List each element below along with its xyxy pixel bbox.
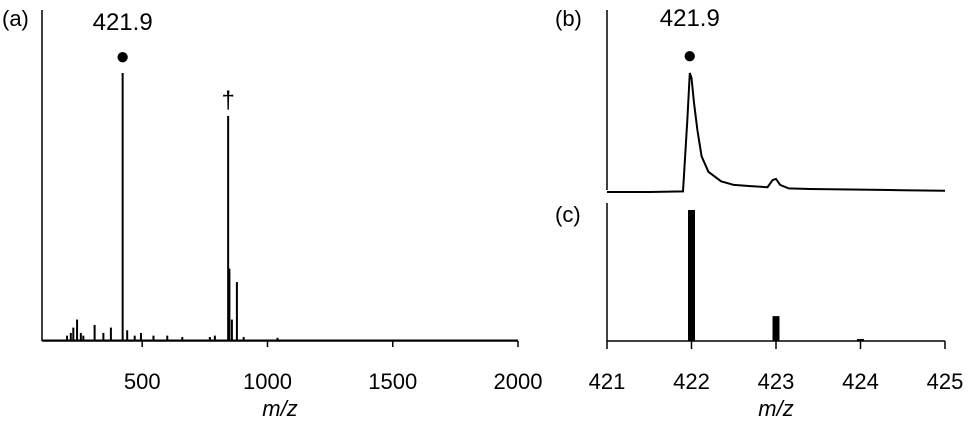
panel-b-label: (b) (555, 6, 582, 31)
panel-c-label: (c) (555, 202, 581, 227)
panel-a-tick-label-500: 500 (124, 369, 161, 394)
panel-a-peak-marker: ● (115, 43, 130, 70)
panel-b-peak-label: 421.9 (660, 5, 720, 32)
panel-c-tick-label-422: 422 (673, 369, 710, 394)
panel-b-peak-marker: ● (683, 42, 698, 69)
panel-c-bar-0 (688, 210, 695, 341)
panel-c-tick-label-424: 424 (842, 369, 879, 394)
panel-a-x-axis-title: m/z (262, 396, 297, 421)
panel-a-ticks: 500 1000 1500 2000 (124, 341, 543, 394)
panel-a-tick-label-2000: 2000 (494, 369, 543, 394)
panel-c: (c) 421 422 423 424 425 m/z (555, 202, 963, 421)
panel-a-peaks (42, 73, 518, 341)
panel-c-tick-label-423: 423 (758, 369, 795, 394)
panel-c-ticks: 421 422 423 424 425 (589, 341, 964, 394)
panel-c-bar-1 (772, 316, 780, 341)
panel-a-peak-label: 421.9 (93, 9, 153, 36)
panel-c-bars (688, 210, 864, 341)
panel-c-x-axis-title: m/z (758, 396, 793, 421)
panel-c-bar-2 (857, 339, 864, 341)
panel-b: (b) 421.9 ● (555, 5, 946, 193)
panel-a-tick-label-1500: 1500 (368, 369, 417, 394)
panel-a-dagger-marker: † (221, 87, 234, 114)
panel-a: (a) 500 1000 1500 2000 m/z 421.9 ● † (2, 6, 542, 421)
panel-a-label: (a) (2, 6, 29, 31)
panel-c-tick-label-425: 425 (927, 369, 964, 394)
panel-b-profile-trace (607, 72, 946, 193)
panel-a-tick-label-1000: 1000 (243, 369, 292, 394)
panel-c-tick-label-421: 421 (589, 369, 626, 394)
